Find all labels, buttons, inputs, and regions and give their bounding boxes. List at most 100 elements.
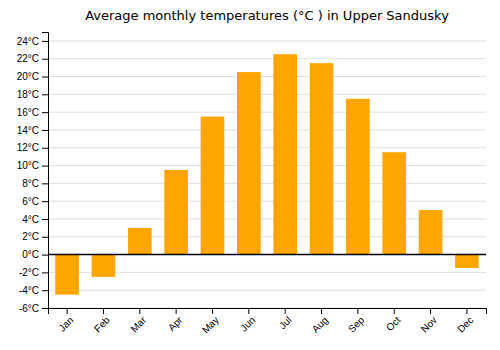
y-tick-label: 12°C xyxy=(17,142,39,153)
y-tick-mark xyxy=(42,219,48,220)
y-tick-label: 14°C xyxy=(17,125,39,136)
bar xyxy=(455,255,479,268)
y-tick-mark xyxy=(42,166,48,167)
grid-line xyxy=(48,58,486,59)
x-tick: Sep xyxy=(346,308,367,335)
grid-line xyxy=(48,183,486,184)
x-tick: Jun xyxy=(238,308,257,334)
y-tick-mark xyxy=(42,59,48,60)
plot: -6°C -4°C -2°C 0°C 2°C 4°C 6°C 8°C 10°C 12°C 14°C 1… xyxy=(17,33,487,336)
y-tick-mark xyxy=(42,112,48,113)
y-axis: -6°C -4°C -2°C 0°C 2°C 4°C 6°C 8°C 10°C 12°C 14°C 1… xyxy=(17,33,49,314)
x-tick-mark xyxy=(139,308,140,314)
bar xyxy=(92,255,116,277)
y-tick-mark xyxy=(42,148,48,149)
bar xyxy=(164,170,188,255)
bar xyxy=(273,54,297,254)
y-tick-mark xyxy=(42,290,48,291)
y-tick-label: 16°C xyxy=(17,107,39,118)
y-tick: 0°C xyxy=(22,249,48,260)
x-tick-mark xyxy=(176,308,177,314)
x-tick-mark xyxy=(430,308,431,314)
bar xyxy=(346,99,370,255)
x-tick: Jan xyxy=(56,308,75,334)
x-tick: Feb xyxy=(92,308,112,334)
y-tick-label: -2°C xyxy=(19,267,39,278)
x-tick-mark xyxy=(285,308,286,314)
chart: -6°C -4°C -2°C 0°C 2°C 4°C 6°C 8°C 10°C 12°C 14°C 1… xyxy=(0,0,500,350)
y-tick-mark xyxy=(42,237,48,238)
x-tick-label: Feb xyxy=(92,314,112,334)
grid-line xyxy=(48,94,486,95)
y-tick: 22°C xyxy=(17,53,48,64)
x-tick-label: Aug xyxy=(310,314,330,334)
grid-line xyxy=(48,40,486,41)
y-tick-mark xyxy=(42,201,48,202)
x-tick-mark xyxy=(248,308,249,314)
y-tick-label: 4°C xyxy=(22,214,39,225)
y-tick-label: 10°C xyxy=(17,160,39,171)
y-tick: 24°C xyxy=(17,36,48,47)
grid-line xyxy=(48,165,486,166)
bar xyxy=(237,72,261,255)
x-tick-mark xyxy=(466,308,467,314)
y-tick: 16°C xyxy=(17,107,48,118)
y-tick: 12°C xyxy=(17,142,48,153)
grid-line xyxy=(48,290,486,291)
grid-line xyxy=(48,201,486,202)
y-tick-label: 8°C xyxy=(22,178,39,189)
x-tick-label: Jul xyxy=(277,314,294,331)
x-tick-label: Dec xyxy=(455,314,475,334)
x-tick-label: Jan xyxy=(56,314,75,333)
title: Average monthly temperatures (°C ) in Up… xyxy=(85,8,449,23)
y-tick-label: 20°C xyxy=(17,71,39,82)
bar xyxy=(201,117,225,255)
x-tick: Mar xyxy=(128,308,148,334)
grid-line xyxy=(48,147,486,148)
x-tick-label: Jun xyxy=(238,314,257,333)
y-tick-mark xyxy=(42,183,48,184)
x-tick-mark xyxy=(357,308,358,314)
grid-line xyxy=(48,76,486,77)
y-tick-mark xyxy=(42,272,48,273)
x-tick: Dec xyxy=(455,308,475,335)
y-tick-label: 0°C xyxy=(22,249,39,260)
x-tick-mark xyxy=(103,308,104,314)
x-tick-mark xyxy=(321,308,322,314)
y-tick-label: -6°C xyxy=(19,303,39,314)
x-tick: Jul xyxy=(277,308,294,331)
y-tick-label: 22°C xyxy=(17,53,39,64)
y-tick-mark xyxy=(42,94,48,95)
y-tick-label: 2°C xyxy=(22,231,39,242)
x-tick-label: Sep xyxy=(346,314,367,335)
bar xyxy=(310,63,334,254)
y-tick-label: 24°C xyxy=(17,36,39,47)
x-tick-mark xyxy=(67,308,68,314)
y-tick: -4°C xyxy=(19,285,48,296)
y-tick: 18°C xyxy=(17,89,48,100)
y-tick: 6°C xyxy=(22,196,48,207)
bar xyxy=(128,228,152,255)
y-axis-line xyxy=(42,33,49,309)
y-tick-mark xyxy=(42,308,48,309)
y-tick-mark xyxy=(42,130,48,131)
y-tick: -6°C xyxy=(19,303,48,314)
y-tick-label: 18°C xyxy=(17,89,39,100)
y-tick-label: -4°C xyxy=(19,285,39,296)
grid xyxy=(48,41,486,308)
y-tick: 20°C xyxy=(17,71,48,82)
y-tick-mark xyxy=(42,41,48,42)
x-tick: Apr xyxy=(166,308,185,333)
bars xyxy=(55,54,478,294)
y-tick: 8°C xyxy=(22,178,48,189)
y-tick: -2°C xyxy=(19,267,48,278)
x-tick: Oct xyxy=(384,308,403,333)
x-tick-mark xyxy=(212,308,213,314)
bar xyxy=(382,152,406,254)
x-tick: Aug xyxy=(310,308,330,335)
x-tick-label: Apr xyxy=(166,314,185,333)
x-axis-line xyxy=(49,309,487,315)
y-tick: 4°C xyxy=(22,214,48,225)
x-tick: Nov xyxy=(419,308,439,335)
grid-line xyxy=(48,129,486,130)
